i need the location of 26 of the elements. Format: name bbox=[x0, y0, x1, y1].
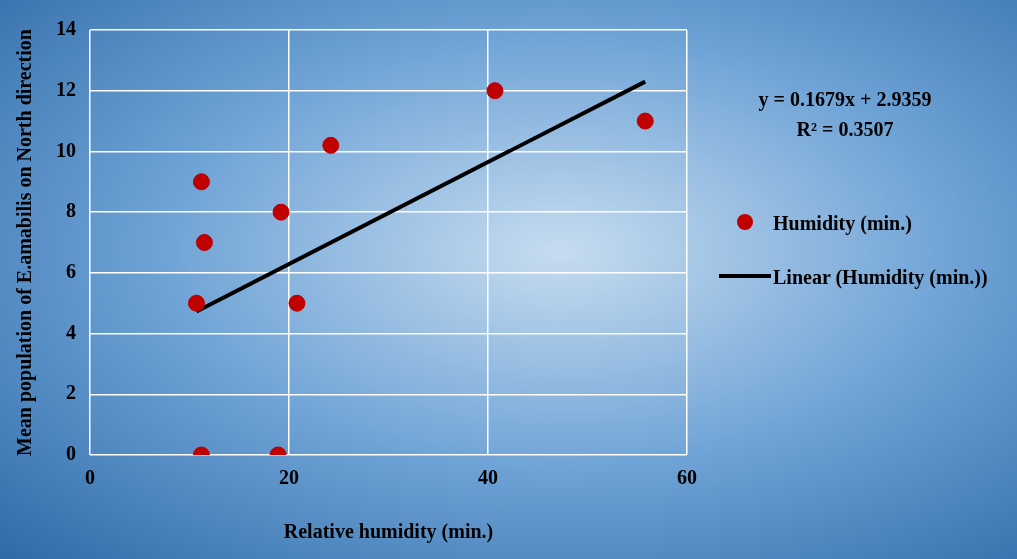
x-tick-label: 0 bbox=[85, 466, 95, 489]
y-tick-label: 4 bbox=[66, 320, 76, 343]
y-tick-label: 10 bbox=[56, 138, 76, 161]
x-axis-title: Relative humidity (min.) bbox=[283, 520, 494, 544]
point bbox=[272, 203, 290, 221]
point bbox=[322, 136, 340, 154]
legend-label: Linear (Humidity (min.)) bbox=[773, 265, 988, 290]
text: y = 0.1679x + 2.9359 bbox=[758, 88, 932, 111]
point bbox=[636, 112, 654, 130]
x-tick-label: 60 bbox=[677, 466, 697, 489]
y-tick-label: 2 bbox=[66, 381, 76, 404]
point bbox=[192, 173, 210, 191]
text: R² = 0.3507 bbox=[796, 118, 894, 140]
y-tick-label: 0 bbox=[66, 442, 76, 465]
x-tick-label: 40 bbox=[478, 466, 498, 489]
y-tick-label: 6 bbox=[66, 260, 76, 283]
point bbox=[195, 234, 213, 251]
y-axis-title: Mean population of E.amabilis on North direction bbox=[13, 29, 37, 456]
point bbox=[187, 294, 205, 312]
legend-label: Humidity (min.) bbox=[773, 211, 912, 236]
y-tick-label: 12 bbox=[56, 77, 76, 100]
point bbox=[486, 82, 504, 100]
y-tick-label: 14 bbox=[56, 17, 76, 40]
y-tick-label: 8 bbox=[66, 199, 76, 222]
point bbox=[288, 294, 306, 312]
x-tick-label: 20 bbox=[279, 466, 299, 489]
